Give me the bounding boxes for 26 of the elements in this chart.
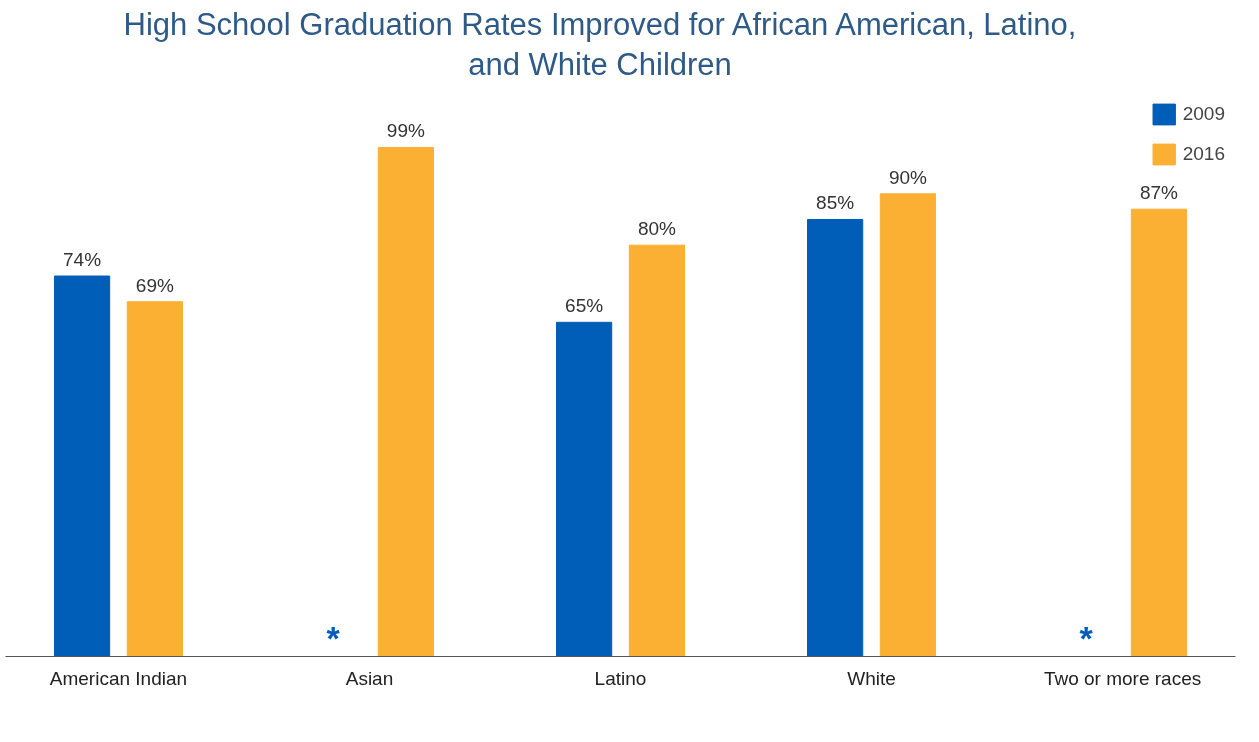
bar — [1130, 208, 1188, 657]
annotation: * — [1079, 618, 1094, 657]
x-tick-label: Latino — [594, 667, 647, 689]
chart-title: High School Graduation Rates Improved for African American, Latino, and White Children — [122, 6, 1078, 85]
x-tick-label: Asian — [345, 667, 394, 689]
legend-label: 2009 — [1182, 102, 1225, 125]
data-label: 65% — [565, 294, 604, 316]
data-label: 80% — [637, 217, 677, 239]
x-tick-label: Two or more races — [1043, 667, 1202, 689]
bar — [377, 146, 434, 657]
bar — [126, 300, 183, 657]
data-label: 87% — [1139, 181, 1179, 203]
data-label: 99% — [386, 120, 425, 142]
bar — [555, 321, 613, 657]
annotation: * — [326, 618, 341, 657]
x-tick-label: White — [847, 667, 896, 689]
legend-label: 2016 — [1182, 142, 1225, 165]
bar — [53, 275, 111, 657]
data-label: 85% — [816, 192, 855, 214]
data-label: 74% — [63, 248, 102, 270]
x-tick-label: American Indian — [49, 667, 188, 689]
data-label: 69% — [135, 274, 174, 296]
data-label: 90% — [888, 166, 928, 188]
bar — [628, 244, 686, 657]
bar — [807, 218, 864, 657]
bar — [879, 192, 937, 657]
